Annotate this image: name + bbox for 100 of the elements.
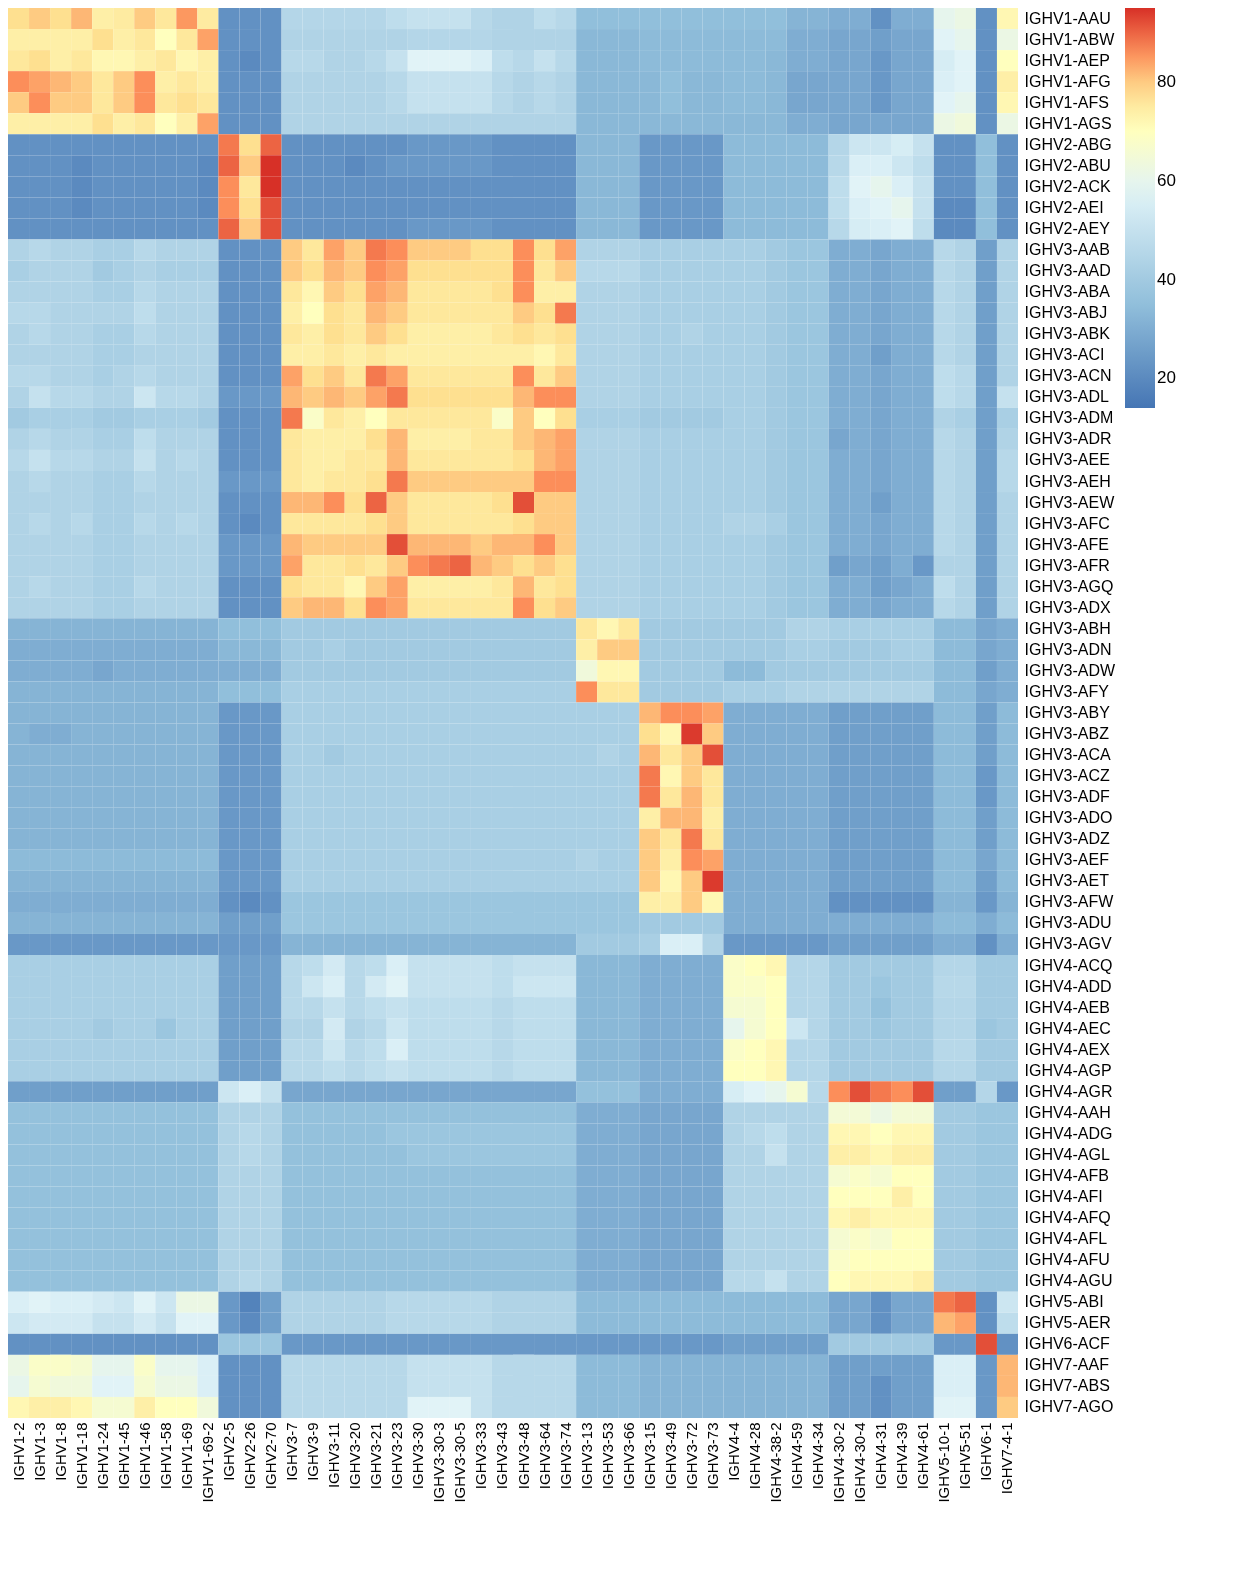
y-tick-label: IGHV4-AGP (1024, 1061, 1112, 1079)
x-tick-label: IGHV1-24 (93, 1422, 111, 1490)
x-tick-label: IGHV2-26 (240, 1422, 258, 1490)
y-tick-label: IGHV5-AER (1024, 1314, 1111, 1332)
x-tick-label: IGHV6-1 (977, 1422, 995, 1481)
y-tick-label: IGHV1-AAU (1024, 9, 1111, 27)
x-tick-label: IGHV3-49 (661, 1422, 679, 1490)
x-tick-label: IGHV1-2 (9, 1422, 27, 1481)
x-tick-label: IGHV1-46 (135, 1422, 153, 1490)
y-tick-label: IGHV4-ACQ (1024, 956, 1113, 974)
x-tick-label: IGHV3-7 (283, 1422, 301, 1481)
color-bar-label: 60 (1157, 170, 1176, 190)
y-tick-label: IGHV3-ACZ (1024, 767, 1111, 785)
y-tick-label: IGHV3-ADZ (1024, 830, 1111, 848)
x-tick-label: IGHV4-39 (893, 1422, 911, 1490)
y-tick-label: IGHV4-AGL (1024, 1145, 1110, 1163)
y-tick-label: IGHV1-AGS (1024, 114, 1112, 132)
x-tick-label: IGHV7-4-1 (998, 1422, 1016, 1495)
x-tick-label: IGHV3-30-5 (451, 1422, 469, 1503)
x-tick-label: IGHV1-8 (51, 1422, 69, 1481)
x-tick-label: IGHV1-18 (72, 1422, 90, 1490)
x-tick-label: IGHV3-64 (535, 1422, 553, 1490)
y-tick-label: IGHV4-AGU (1024, 1272, 1113, 1290)
y-tick-label: IGHV3-AFE (1024, 535, 1109, 553)
y-tick-label: IGHV4-AEX (1024, 1040, 1111, 1058)
x-tick-label: IGHV4-28 (745, 1422, 763, 1490)
x-tick-label: IGHV3-30 (409, 1422, 427, 1490)
y-tick-label: IGHV3-AAB (1024, 241, 1110, 259)
y-tick-label: IGHV3-AEE (1024, 451, 1110, 469)
y-tick-label: IGHV2-ABU (1024, 156, 1111, 174)
y-tick-label: IGHV3-ABA (1024, 283, 1111, 301)
y-tick-label: IGHV3-AFY (1024, 682, 1110, 700)
x-tick-label: IGHV4-59 (788, 1422, 806, 1490)
y-tick-label: IGHV4-AEC (1024, 1019, 1111, 1037)
x-tick-label: IGHV3-72 (682, 1422, 700, 1490)
x-tick-label: IGHV3-15 (640, 1422, 658, 1490)
y-tick-label: IGHV4-AFI (1024, 1188, 1103, 1206)
y-tick-label: IGHV7-AGO (1024, 1398, 1114, 1416)
y-tick-label: IGHV1-AFG (1024, 72, 1111, 90)
x-tick-label: IGHV3-48 (514, 1422, 532, 1490)
color-bar-label: 40 (1157, 269, 1176, 289)
y-tick-label: IGHV7-AAF (1024, 1356, 1110, 1374)
x-tick-label: IGHV4-38-2 (767, 1422, 785, 1503)
x-tick-label: IGHV1-3 (30, 1422, 48, 1481)
x-tick-label: IGHV3-9 (304, 1422, 322, 1481)
x-tick-label: IGHV5-10-1 (935, 1422, 953, 1503)
y-tick-label: IGHV3-AFW (1024, 893, 1115, 911)
y-tick-label: IGHV4-AEB (1024, 998, 1110, 1016)
color-bar-label: 80 (1157, 72, 1176, 92)
x-tick-label: IGHV3-74 (556, 1422, 574, 1490)
x-tick-label: IGHV3-53 (598, 1422, 616, 1490)
y-tick-label: IGHV3-AEW (1024, 493, 1116, 511)
color-bar-label: 20 (1157, 368, 1176, 388)
y-tick-label: IGHV3-ACN (1024, 367, 1112, 385)
y-tick-label: IGHV3-ADU (1024, 914, 1112, 932)
y-tick-label: IGHV3-ADW (1024, 661, 1117, 679)
y-tick-label: IGHV3-AAD (1024, 262, 1111, 280)
y-tick-label: IGHV1-ABW (1024, 30, 1116, 48)
x-tick-label: IGHV4-31 (872, 1422, 890, 1490)
x-tick-label: IGHV2-5 (219, 1422, 237, 1481)
y-tick-label: IGHV3-ABY (1024, 704, 1111, 721)
y-tick-label: IGHV4-AFU (1024, 1251, 1110, 1269)
x-tick-label: IGHV1-69 (177, 1422, 195, 1490)
y-tick-label: IGHV3-ACI (1024, 346, 1105, 364)
y-tick-label: IGHV4-AAH (1024, 1103, 1111, 1121)
x-tick-label: IGHV3-33 (472, 1422, 490, 1490)
y-tick-label: IGHV3-AEH (1024, 472, 1111, 490)
y-tick-label: IGHV3-AGQ (1024, 577, 1114, 595)
y-tick-label: IGHV3-AGV (1024, 935, 1112, 953)
x-tick-label: IGHV3-23 (388, 1422, 406, 1490)
y-tick-label: IGHV3-ADX (1024, 598, 1112, 616)
y-tick-label: IGHV3-AFR (1024, 556, 1110, 574)
y-tick-label: IGHV3-ADF (1024, 788, 1111, 806)
y-tick-label: IGHV5-ABI (1024, 1293, 1104, 1311)
y-tick-label: IGHV4-ADD (1024, 977, 1112, 995)
x-tick-label: IGHV3-43 (493, 1422, 511, 1490)
y-tick-label: IGHV2-AEI (1024, 198, 1104, 216)
x-tick-label: IGHV4-30-4 (851, 1422, 869, 1503)
x-tick-label: IGHV1-58 (156, 1422, 174, 1490)
y-tick-label: IGHV3-AFC (1024, 514, 1110, 532)
y-tick-label: IGHV7-ABS (1024, 1377, 1110, 1395)
y-tick-label: IGHV4-AFB (1024, 1166, 1109, 1184)
x-tick-label: IGHV3-73 (703, 1422, 721, 1490)
x-tick-label: IGHV3-66 (619, 1422, 637, 1490)
y-tick-label: IGHV3-ABK (1024, 325, 1111, 343)
y-tick-label: IGHV2-ABG (1024, 135, 1112, 153)
x-tick-label: IGHV3-30-3 (430, 1422, 448, 1503)
y-tick-label: IGHV3-AET (1024, 872, 1110, 890)
y-tick-label: IGHV4-AFQ (1024, 1209, 1111, 1227)
y-tick-label: IGHV3-ADM (1024, 409, 1114, 427)
x-tick-label: IGHV1-69-2 (198, 1422, 216, 1503)
x-tick-label: IGHV4-61 (914, 1422, 932, 1490)
x-tick-label: IGHV4-4 (724, 1422, 742, 1481)
x-tick-label: IGHV4-34 (809, 1422, 827, 1490)
x-tick-label: IGHV3-20 (346, 1422, 364, 1490)
y-tick-label: IGHV3-ACA (1024, 746, 1112, 764)
y-tick-label: IGHV1-AEP (1024, 51, 1110, 69)
x-tick-label: IGHV3-11 (325, 1422, 343, 1489)
x-tick-label: IGHV1-45 (114, 1422, 132, 1490)
y-tick-label: IGHV3-ABJ (1024, 304, 1108, 322)
